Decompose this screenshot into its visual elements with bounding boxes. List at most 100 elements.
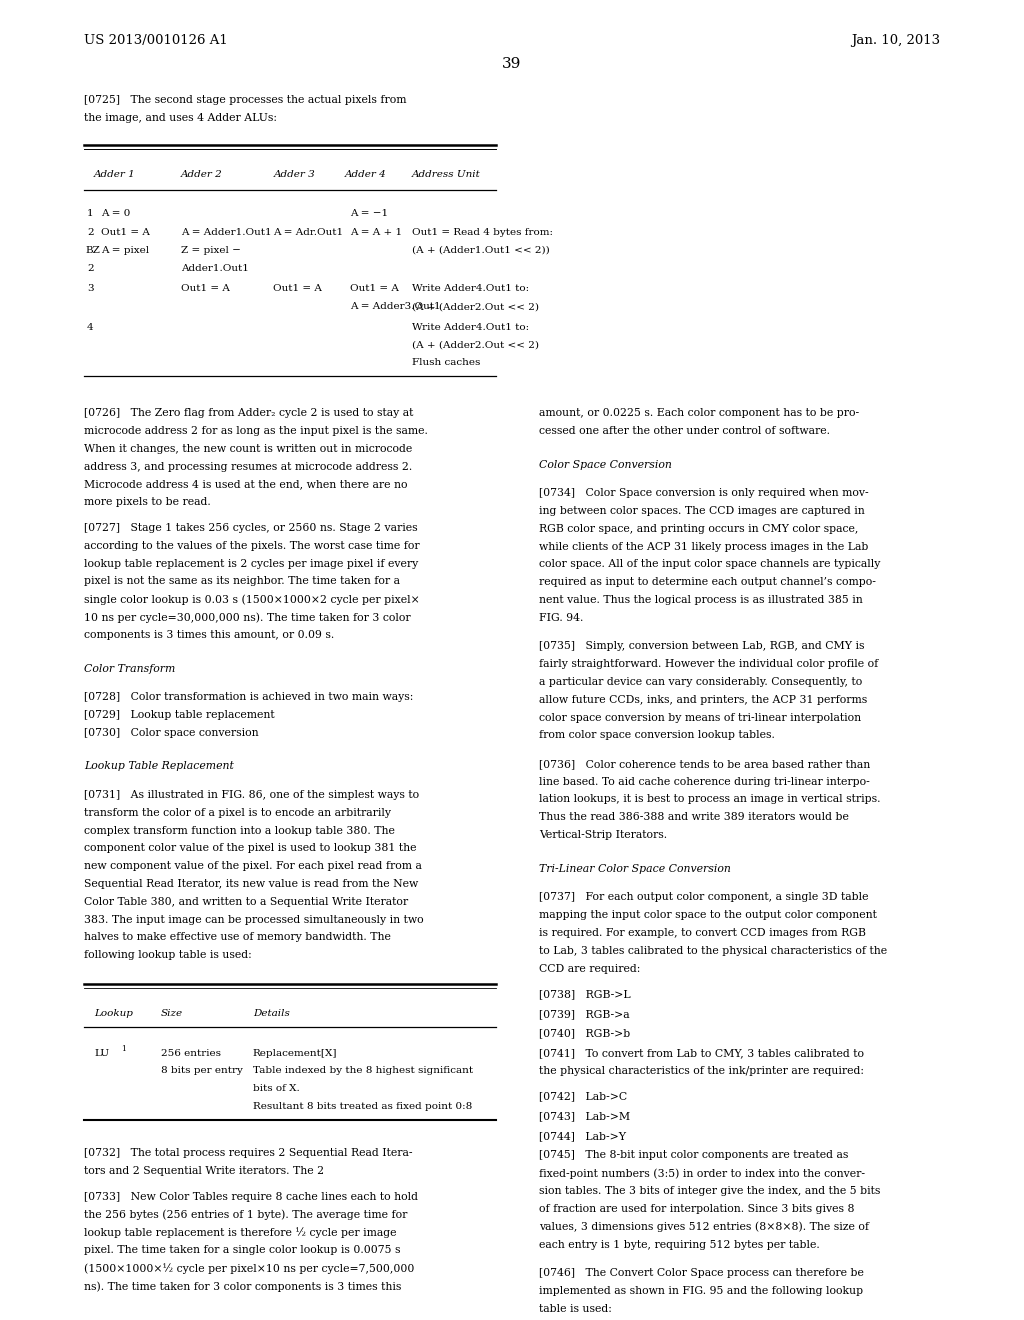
Text: ing between color spaces. The CCD images are captured in: ing between color spaces. The CCD images…	[539, 506, 864, 516]
Text: Details: Details	[253, 1010, 290, 1018]
Text: values, 3 dimensions gives 512 entries (8×8×8). The size of: values, 3 dimensions gives 512 entries (…	[539, 1222, 868, 1233]
Text: 39: 39	[503, 57, 521, 71]
Text: line based. To aid cache coherence during tri-linear interpo-: line based. To aid cache coherence durin…	[539, 776, 869, 787]
Text: A = 0: A = 0	[101, 210, 131, 219]
Text: Lookup: Lookup	[94, 1010, 133, 1018]
Text: Out1 = Read 4 bytes from:: Out1 = Read 4 bytes from:	[412, 228, 553, 238]
Text: Resultant 8 bits treated as fixed point 0:8: Resultant 8 bits treated as fixed point …	[253, 1102, 472, 1111]
Text: Size: Size	[161, 1010, 183, 1018]
Text: the 256 bytes (256 entries of 1 byte). The average time for: the 256 bytes (256 entries of 1 byte). T…	[84, 1209, 408, 1220]
Text: single color lookup is 0.03 s (1500×1000×2 cycle per pixel×: single color lookup is 0.03 s (1500×1000…	[84, 594, 420, 605]
Text: 256 entries: 256 entries	[161, 1048, 221, 1057]
Text: Write Adder4.Out1 to:: Write Adder4.Out1 to:	[412, 322, 528, 331]
Text: FIG. 94.: FIG. 94.	[539, 612, 583, 623]
Text: mapping the input color space to the output color component: mapping the input color space to the out…	[539, 909, 877, 920]
Text: RGB color space, and printing occurs in CMY color space,: RGB color space, and printing occurs in …	[539, 524, 858, 533]
Text: the physical characteristics of the ink/printer are required:: the physical characteristics of the ink/…	[539, 1065, 863, 1076]
Text: transform the color of a pixel is to encode an arbitrarily: transform the color of a pixel is to enc…	[84, 808, 391, 818]
Text: color space conversion by means of tri-linear interpolation: color space conversion by means of tri-l…	[539, 713, 861, 722]
Text: 4: 4	[87, 322, 93, 331]
Text: Lookup Table Replacement: Lookup Table Replacement	[84, 762, 233, 771]
Text: tors and 2 Sequential Write iterators. The 2: tors and 2 Sequential Write iterators. T…	[84, 1166, 324, 1176]
Text: [0728]   Color transformation is achieved in two main ways:: [0728] Color transformation is achieved …	[84, 692, 414, 702]
Text: a particular device can vary considerably. Consequently, to: a particular device can vary considerabl…	[539, 677, 862, 686]
Text: [0725]   The second stage processes the actual pixels from: [0725] The second stage processes the ac…	[84, 95, 407, 106]
Text: When it changes, the new count is written out in microcode: When it changes, the new count is writte…	[84, 444, 413, 454]
Text: [0733]   New Color Tables require 8 cache lines each to hold: [0733] New Color Tables require 8 cache …	[84, 1192, 418, 1203]
Text: the image, and uses 4 Adder ALUs:: the image, and uses 4 Adder ALUs:	[84, 112, 276, 123]
Text: 2: 2	[87, 228, 93, 238]
Text: Adder 4: Adder 4	[345, 170, 387, 180]
Text: Vertical-Strip Iterators.: Vertical-Strip Iterators.	[539, 830, 667, 840]
Text: new component value of the pixel. For each pixel read from a: new component value of the pixel. For ea…	[84, 861, 422, 871]
Text: pixel is not the same as its neighbor. The time taken for a: pixel is not the same as its neighbor. T…	[84, 577, 400, 586]
Text: Address Unit: Address Unit	[412, 170, 480, 180]
Text: [0726]   The Zero flag from Adder₂ cycle 2 is used to stay at: [0726] The Zero flag from Adder₂ cycle 2…	[84, 408, 414, 418]
Text: while clients of the ACP 31 likely process images in the Lab: while clients of the ACP 31 likely proce…	[539, 541, 868, 552]
Text: microcode address 2 for as long as the input pixel is the same.: microcode address 2 for as long as the i…	[84, 426, 428, 436]
Text: LU: LU	[94, 1048, 110, 1057]
Text: lookup table replacement is 2 cycles per image pixel if every: lookup table replacement is 2 cycles per…	[84, 558, 418, 569]
Text: [0735]   Simply, conversion between Lab, RGB, and CMY is: [0735] Simply, conversion between Lab, R…	[539, 642, 864, 651]
Text: nent value. Thus the logical process is as illustrated 385 in: nent value. Thus the logical process is …	[539, 595, 862, 605]
Text: cessed one after the other under control of software.: cessed one after the other under control…	[539, 426, 829, 436]
Text: [0746]   The Convert Color Space process can therefore be: [0746] The Convert Color Space process c…	[539, 1269, 863, 1278]
Text: A = pixel: A = pixel	[101, 246, 150, 255]
Text: Adder 1: Adder 1	[94, 170, 136, 180]
Text: Out1 = A: Out1 = A	[273, 284, 323, 293]
Text: [0744]   Lab->Y: [0744] Lab->Y	[539, 1131, 626, 1140]
Text: Jan. 10, 2013: Jan. 10, 2013	[851, 34, 940, 48]
Text: Color Table 380, and written to a Sequential Write Iterator: Color Table 380, and written to a Sequen…	[84, 896, 409, 907]
Text: A = A + 1: A = A + 1	[350, 228, 402, 238]
Text: 10 ns per cycle=30,000,000 ns). The time taken for 3 color: 10 ns per cycle=30,000,000 ns). The time…	[84, 612, 411, 623]
Text: [0738]   RGB->L: [0738] RGB->L	[539, 989, 630, 999]
Text: Microcode address 4 is used at the end, when there are no: Microcode address 4 is used at the end, …	[84, 479, 408, 490]
Text: [0736]   Color coherence tends to be area based rather than: [0736] Color coherence tends to be area …	[539, 759, 869, 768]
Text: (A + (Adder1.Out1 << 2)): (A + (Adder1.Out1 << 2))	[412, 246, 550, 255]
Text: [0729]   Lookup table replacement: [0729] Lookup table replacement	[84, 710, 274, 719]
Text: sion tables. The 3 bits of integer give the index, and the 5 bits: sion tables. The 3 bits of integer give …	[539, 1187, 880, 1196]
Text: lookup table replacement is therefore ½ cycle per image: lookup table replacement is therefore ½ …	[84, 1228, 396, 1238]
Text: (A + (Adder2.Out << 2): (A + (Adder2.Out << 2)	[412, 341, 539, 350]
Text: table is used:: table is used:	[539, 1304, 611, 1313]
Text: Z = pixel −: Z = pixel −	[181, 246, 241, 255]
Text: Replacement[X]: Replacement[X]	[253, 1048, 338, 1057]
Text: [0732]   The total process requires 2 Sequential Read Itera-: [0732] The total process requires 2 Sequ…	[84, 1148, 413, 1159]
Text: color space. All of the input color space channels are typically: color space. All of the input color spac…	[539, 560, 880, 569]
Text: to Lab, 3 tables calibrated to the physical characteristics of the: to Lab, 3 tables calibrated to the physi…	[539, 945, 887, 956]
Text: A = −1: A = −1	[350, 210, 388, 219]
Text: Flush caches: Flush caches	[412, 358, 480, 367]
Text: pixel. The time taken for a single color lookup is 0.0075 s: pixel. The time taken for a single color…	[84, 1245, 400, 1255]
Text: CCD are required:: CCD are required:	[539, 964, 640, 974]
Text: ns). The time taken for 3 color components is 3 times this: ns). The time taken for 3 color componen…	[84, 1280, 401, 1291]
Text: Sequential Read Iterator, its new value is read from the New: Sequential Read Iterator, its new value …	[84, 879, 418, 890]
Text: fixed-point numbers (3:5) in order to index into the conver-: fixed-point numbers (3:5) in order to in…	[539, 1168, 864, 1179]
Text: (1500×1000×½ cycle per pixel×10 ns per cycle=7,500,000: (1500×1000×½ cycle per pixel×10 ns per c…	[84, 1263, 415, 1274]
Text: Color Space Conversion: Color Space Conversion	[539, 459, 672, 470]
Text: each entry is 1 byte, requiring 512 bytes per table.: each entry is 1 byte, requiring 512 byte…	[539, 1239, 819, 1250]
Text: from color space conversion lookup tables.: from color space conversion lookup table…	[539, 730, 774, 741]
Text: Table indexed by the 8 highest significant: Table indexed by the 8 highest significa…	[253, 1067, 473, 1076]
Text: component color value of the pixel is used to lookup 381 the: component color value of the pixel is us…	[84, 843, 417, 854]
Text: implemented as shown in FIG. 95 and the following lookup: implemented as shown in FIG. 95 and the …	[539, 1286, 863, 1296]
Text: US 2013/0010126 A1: US 2013/0010126 A1	[84, 34, 227, 48]
Text: bits of X.: bits of X.	[253, 1084, 300, 1093]
Text: [0739]   RGB->a: [0739] RGB->a	[539, 1008, 630, 1019]
Text: [0734]   Color Space conversion is only required when mov-: [0734] Color Space conversion is only re…	[539, 488, 868, 498]
Text: [0741]   To convert from Lab to CMY, 3 tables calibrated to: [0741] To convert from Lab to CMY, 3 tab…	[539, 1048, 863, 1059]
Text: A = Adder3.Out1: A = Adder3.Out1	[350, 302, 441, 312]
Text: 1: 1	[121, 1044, 126, 1052]
Text: halves to make effective use of memory bandwidth. The: halves to make effective use of memory b…	[84, 932, 391, 942]
Text: according to the values of the pixels. The worst case time for: according to the values of the pixels. T…	[84, 541, 420, 550]
Text: allow future CCDs, inks, and printers, the ACP 31 performs: allow future CCDs, inks, and printers, t…	[539, 694, 867, 705]
Text: is required. For example, to convert CCD images from RGB: is required. For example, to convert CCD…	[539, 928, 865, 939]
Text: 8 bits per entry: 8 bits per entry	[161, 1067, 243, 1076]
Text: A = Adr.Out1: A = Adr.Out1	[273, 228, 343, 238]
Text: more pixels to be read.: more pixels to be read.	[84, 498, 211, 507]
Text: BZ: BZ	[85, 246, 100, 255]
Text: Adder 2: Adder 2	[181, 170, 223, 180]
Text: [0727]   Stage 1 takes 256 cycles, or 2560 ns. Stage 2 varies: [0727] Stage 1 takes 256 cycles, or 2560…	[84, 523, 418, 533]
Text: [0731]   As illustrated in FIG. 86, one of the simplest ways to: [0731] As illustrated in FIG. 86, one of…	[84, 789, 419, 800]
Text: lation lookups, it is best to process an image in vertical strips.: lation lookups, it is best to process an…	[539, 795, 880, 804]
Text: Out1 = A: Out1 = A	[101, 228, 151, 238]
